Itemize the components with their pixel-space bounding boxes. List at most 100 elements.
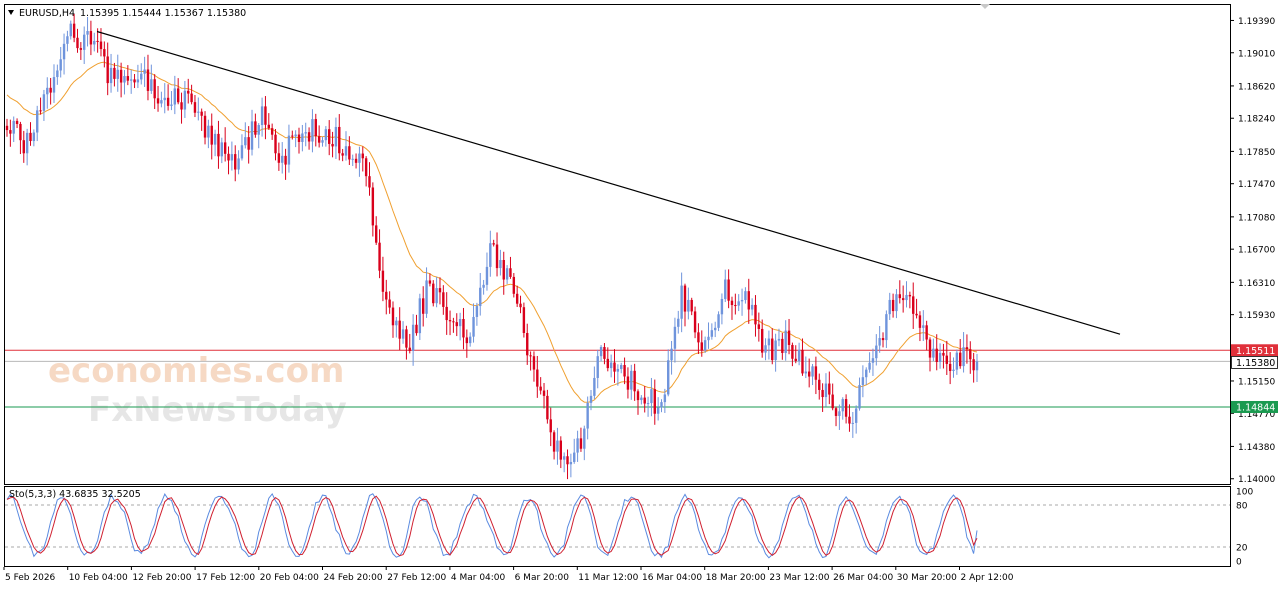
bull-candle[interactable]: [401, 329, 405, 339]
bull-candle[interactable]: [66, 36, 69, 44]
bear-candle[interactable]: [408, 347, 411, 351]
bull-candle[interactable]: [123, 76, 126, 83]
bear-candle[interactable]: [378, 242, 381, 271]
bear-candle[interactable]: [96, 40, 99, 42]
bull-candle[interactable]: [952, 369, 955, 371]
bear-candle[interactable]: [187, 90, 190, 94]
bull-candle[interactable]: [62, 43, 66, 60]
bear-candle[interactable]: [9, 130, 12, 134]
bear-candle[interactable]: [166, 97, 170, 106]
bear-candle[interactable]: [381, 270, 385, 292]
bull-candle[interactable]: [301, 133, 304, 142]
bull-candle[interactable]: [418, 298, 422, 334]
bull-candle[interactable]: [861, 377, 865, 385]
bear-candle[interactable]: [757, 324, 761, 329]
bear-candle[interactable]: [89, 31, 93, 45]
bear-candle[interactable]: [754, 304, 757, 325]
bear-candle[interactable]: [844, 399, 848, 417]
bull-candle[interactable]: [220, 142, 224, 157]
bear-candle[interactable]: [200, 111, 203, 116]
bull-candle[interactable]: [129, 79, 133, 81]
bull-candle[interactable]: [710, 330, 714, 337]
bull-candle[interactable]: [620, 365, 623, 369]
bear-candle[interactable]: [113, 67, 116, 79]
bear-candle[interactable]: [277, 153, 281, 163]
bear-candle[interactable]: [421, 298, 425, 314]
bear-candle[interactable]: [697, 332, 700, 343]
bull-candle[interactable]: [895, 294, 898, 312]
bull-candle[interactable]: [703, 340, 707, 351]
bull-candle[interactable]: [281, 155, 284, 163]
bull-candle[interactable]: [86, 31, 89, 35]
bear-candle[interactable]: [398, 320, 401, 339]
bear-candle[interactable]: [603, 347, 606, 359]
bear-candle[interactable]: [341, 153, 344, 156]
bull-candle[interactable]: [12, 120, 15, 134]
bear-candle[interactable]: [818, 379, 821, 390]
bear-candle[interactable]: [942, 352, 945, 356]
bull-candle[interactable]: [932, 348, 935, 358]
bear-candle[interactable]: [945, 355, 948, 364]
bull-candle[interactable]: [640, 397, 643, 401]
bull-candle[interactable]: [358, 153, 361, 163]
bull-candle[interactable]: [237, 158, 240, 170]
bear-candle[interactable]: [787, 330, 791, 345]
bear-candle[interactable]: [49, 87, 52, 93]
bear-candle[interactable]: [891, 299, 895, 312]
bull-candle[interactable]: [244, 137, 247, 146]
bear-candle[interactable]: [965, 347, 969, 350]
bear-candle[interactable]: [29, 132, 32, 142]
bull-candle[interactable]: [109, 67, 113, 84]
bear-candle[interactable]: [532, 356, 536, 370]
bull-candle[interactable]: [240, 145, 244, 159]
bull-candle[interactable]: [868, 362, 871, 370]
bear-candle[interactable]: [881, 338, 885, 341]
bull-candle[interactable]: [784, 330, 787, 353]
bear-candle[interactable]: [314, 119, 317, 137]
bull-candle[interactable]: [505, 268, 509, 280]
bear-candle[interactable]: [126, 76, 130, 81]
bear-candle[interactable]: [428, 280, 432, 284]
bear-candle[interactable]: [39, 110, 42, 112]
collapse-triangle-icon[interactable]: [8, 10, 14, 15]
bear-candle[interactable]: [432, 283, 435, 304]
bull-candle[interactable]: [32, 132, 36, 142]
bull-candle[interactable]: [673, 326, 677, 349]
bull-candle[interactable]: [656, 407, 660, 414]
bear-candle[interactable]: [760, 328, 764, 353]
bear-candle[interactable]: [959, 352, 962, 367]
bull-candle[interactable]: [56, 70, 59, 78]
bear-candle[interactable]: [354, 158, 358, 163]
bull-candle[interactable]: [744, 291, 747, 301]
bear-candle[interactable]: [791, 344, 794, 359]
bear-candle[interactable]: [606, 358, 609, 369]
bull-candle[interactable]: [774, 340, 777, 361]
bear-candle[interactable]: [794, 358, 797, 362]
trendline-segment[interactable]: [96, 30, 1121, 335]
bear-candle[interactable]: [925, 325, 928, 340]
bear-candle[interactable]: [512, 276, 516, 294]
bull-candle[interactable]: [670, 348, 673, 361]
bull-candle[interactable]: [609, 362, 613, 369]
bear-candle[interactable]: [519, 303, 522, 308]
bear-candle[interactable]: [522, 307, 526, 333]
bear-candle[interactable]: [180, 102, 183, 110]
bear-candle[interactable]: [203, 115, 207, 138]
bear-candle[interactable]: [133, 79, 136, 83]
bear-candle[interactable]: [771, 338, 774, 361]
bear-candle[interactable]: [807, 371, 811, 377]
bear-candle[interactable]: [848, 416, 851, 424]
bear-candle[interactable]: [442, 292, 445, 307]
bull-candle[interactable]: [650, 389, 653, 404]
bear-candle[interactable]: [801, 349, 804, 374]
bull-candle[interactable]: [797, 349, 801, 362]
bull-candle[interactable]: [294, 134, 297, 137]
bear-candle[interactable]: [267, 124, 270, 129]
bear-candle[interactable]: [536, 369, 539, 387]
bull-candle[interactable]: [485, 266, 489, 285]
chart-shift-marker-icon[interactable]: [980, 4, 990, 9]
bull-candle[interactable]: [287, 135, 291, 165]
bull-candle[interactable]: [472, 316, 475, 337]
bear-candle[interactable]: [526, 332, 529, 356]
